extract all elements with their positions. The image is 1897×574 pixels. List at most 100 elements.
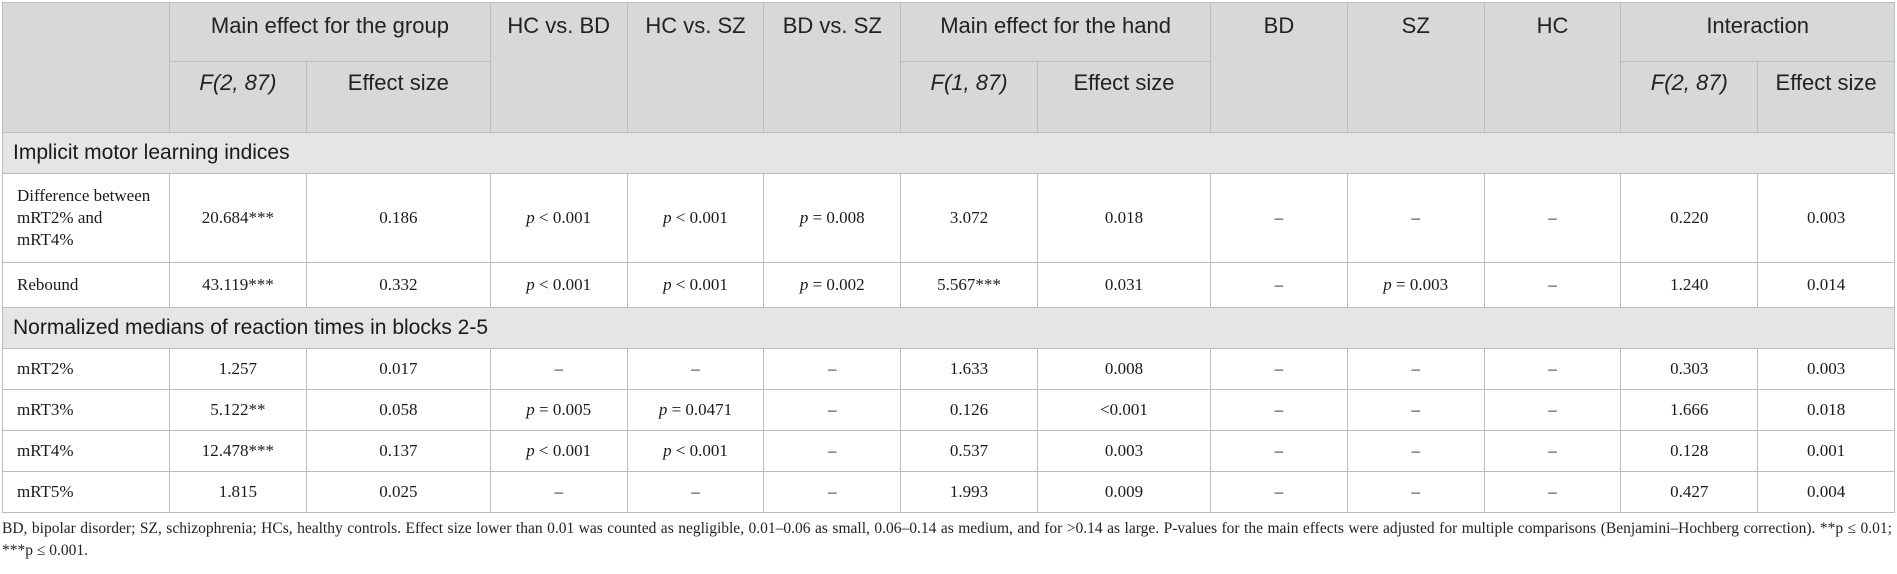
table-cell: 1.257: [169, 348, 307, 390]
row-label: Difference between mRT2% and mRT4%: [1, 173, 171, 263]
table-cell: –: [1483, 262, 1622, 308]
header-hc: HC: [1483, 2, 1622, 133]
table-cell: <0.001: [1036, 389, 1212, 431]
header-hand-effect: Main effect for the hand: [900, 2, 1212, 62]
table-cell: 0.220: [1620, 173, 1759, 263]
table-body: Implicit motor learning indices Differen…: [1, 132, 1895, 513]
header-sz: SZ: [1346, 2, 1485, 133]
table-cell: –: [1483, 471, 1622, 513]
table-cell: 0.018: [1757, 389, 1895, 431]
table-cell: 1.993: [900, 471, 1038, 513]
header-hc-vs-sz: HC vs. SZ: [626, 2, 765, 133]
subheader-group-effect-size: Effect size: [305, 61, 491, 133]
table-row: mRT3% 5.122** 0.058 p = 0.005 p = 0.0471…: [1, 389, 1895, 431]
table-cell: 1.240: [1620, 262, 1759, 308]
table-cell: 1.633: [900, 348, 1038, 390]
header-hc-vs-bd: HC vs. BD: [489, 2, 628, 133]
table-cell: –: [763, 471, 902, 513]
row-label: Rebound: [1, 262, 171, 308]
interaction-f-text: F(2, 87): [1650, 70, 1728, 95]
subheader-hand-effect-size: Effect size: [1036, 61, 1212, 133]
header-bd: BD: [1210, 2, 1348, 133]
row-label: mRT2%: [1, 348, 171, 390]
subheader-hand-f: F(1, 87): [900, 61, 1038, 133]
table-cell: –: [1483, 348, 1622, 390]
table-cell: p < 0.001: [626, 173, 765, 263]
results-table: Main effect for the group HC vs. BD HC v…: [1, 2, 1895, 513]
section-title: Implicit motor learning indices: [2, 132, 1895, 174]
table-row: Rebound 43.119*** 0.332 p < 0.001 p < 0.…: [1, 262, 1895, 308]
table-cell: 0.025: [305, 471, 491, 513]
table-cell: 1.815: [169, 471, 307, 513]
table-cell: 0.128: [1620, 430, 1759, 472]
subheader-interaction-f: F(2, 87): [1620, 61, 1759, 133]
table-cell: –: [1210, 262, 1348, 308]
section-title: Normalized medians of reaction times in …: [2, 307, 1895, 349]
table-cell: 0.186: [305, 173, 491, 263]
table-cell: 0.332: [305, 262, 491, 308]
table-cell: 0.001: [1757, 430, 1895, 472]
header-bd-vs-sz: BD vs. SZ: [763, 2, 902, 133]
table-cell: –: [763, 348, 902, 390]
table-cell: 0.004: [1757, 471, 1895, 513]
table-cell: –: [763, 430, 902, 472]
table-row: mRT4% 12.478*** 0.137 p < 0.001 p < 0.00…: [1, 430, 1895, 472]
header-empty-corner: [1, 2, 171, 133]
table-cell: –: [1483, 430, 1622, 472]
table-cell: p < 0.001: [489, 262, 628, 308]
table-cell: –: [1210, 430, 1348, 472]
table-cell: p < 0.001: [489, 173, 628, 263]
subheader-group-f: F(2, 87): [169, 61, 307, 133]
table-cell: –: [1346, 430, 1485, 472]
table-cell: 0.009: [1036, 471, 1212, 513]
table-cell: 0.058: [305, 389, 491, 431]
table-header: Main effect for the group HC vs. BD HC v…: [1, 2, 1895, 133]
table-cell: –: [1210, 348, 1348, 390]
table-cell: 1.666: [1620, 389, 1759, 431]
table-cell: 0.031: [1036, 262, 1212, 308]
table-cell: –: [1346, 173, 1485, 263]
table-cell: –: [626, 471, 765, 513]
table-cell: –: [1346, 471, 1485, 513]
table-cell: 0.017: [305, 348, 491, 390]
table-cell: 0.003: [1757, 173, 1895, 263]
table-cell: –: [1210, 389, 1348, 431]
table-cell: 0.126: [900, 389, 1038, 431]
table-cell: –: [489, 348, 628, 390]
table-cell: 0.427: [1620, 471, 1759, 513]
table-cell: 20.684***: [169, 173, 307, 263]
table-row: mRT2% 1.257 0.017 – – – 1.633 0.008 – – …: [1, 348, 1895, 390]
table-cell: 5.567***: [900, 262, 1038, 308]
table-cell: 0.303: [1620, 348, 1759, 390]
table-cell: –: [1210, 173, 1348, 263]
table-cell: p = 0.0471: [626, 389, 765, 431]
table-cell: 3.072: [900, 173, 1038, 263]
header-interaction: Interaction: [1620, 2, 1895, 62]
table-cell: p < 0.001: [626, 262, 765, 308]
table-cell: 0.008: [1036, 348, 1212, 390]
table-cell: 12.478***: [169, 430, 307, 472]
table-cell: 0.018: [1036, 173, 1212, 263]
results-table-container: Main effect for the group HC vs. BD HC v…: [1, 2, 1895, 513]
table-footnote: BD, bipolar disorder; SZ, schizophrenia;…: [2, 520, 1892, 559]
table-cell: –: [1346, 348, 1485, 390]
row-label: mRT4%: [1, 430, 171, 472]
table-cell: 43.119***: [169, 262, 307, 308]
table-cell: p < 0.001: [489, 430, 628, 472]
row-label: mRT3%: [1, 389, 171, 431]
table-cell: p = 0.003: [1346, 262, 1485, 308]
table-cell: –: [763, 389, 902, 431]
table-cell: 0.537: [900, 430, 1038, 472]
table-cell: p = 0.008: [763, 173, 902, 263]
row-label: mRT5%: [1, 471, 171, 513]
table-cell: 0.003: [1757, 348, 1895, 390]
hand-f-text: F(1, 87): [930, 70, 1008, 95]
table-cell: –: [626, 348, 765, 390]
table-cell: –: [489, 471, 628, 513]
group-f-text: F(2, 87): [199, 70, 277, 95]
table-cell: –: [1346, 389, 1485, 431]
header-group-effect: Main effect for the group: [169, 2, 491, 62]
table-cell: 0.014: [1757, 262, 1895, 308]
subheader-interaction-effect-size: Effect size: [1757, 61, 1895, 133]
table-cell: –: [1210, 471, 1348, 513]
